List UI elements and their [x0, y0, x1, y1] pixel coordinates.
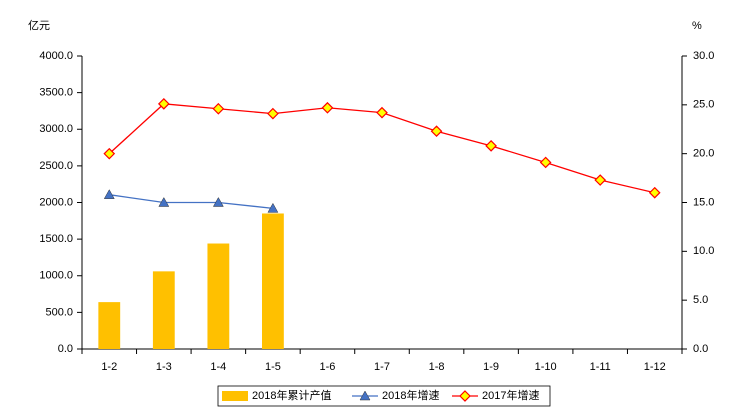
legend-swatch: [222, 391, 248, 401]
y-tick-label: 2000.0: [39, 196, 73, 208]
legend-label: 2017年增速: [482, 388, 539, 402]
y2-tick-label: 10.0: [693, 245, 714, 257]
marker: [267, 107, 279, 120]
marker: [539, 156, 552, 169]
x-tick-label: 1-10: [535, 361, 557, 373]
legend-marker: [359, 390, 371, 401]
marker: [648, 186, 661, 199]
y2-tick-label: 0.0: [693, 343, 708, 355]
marker: [103, 189, 115, 199]
y-tick-label: 1500.0: [39, 233, 73, 245]
marker: [376, 106, 388, 119]
line: [109, 194, 273, 210]
x-tick-label: 1-4: [210, 361, 226, 373]
legend-marker: [459, 390, 471, 402]
marker: [212, 102, 225, 115]
x-tick-label: 1-12: [644, 361, 666, 373]
marker: [594, 174, 607, 186]
bar: [207, 243, 230, 349]
legend-label: 2018年增速: [382, 388, 439, 402]
y-tick-label: 500.0: [45, 306, 73, 318]
y-axis-unit: 亿元: [28, 19, 50, 32]
y2-tick-label: 15.0: [693, 196, 714, 208]
x-tick-label: 1-9: [483, 361, 499, 373]
marker: [267, 202, 279, 213]
y2-tick-label: 30.0: [693, 50, 714, 62]
x-tick-label: 1-3: [156, 361, 172, 373]
y-tick-label: 3500.0: [39, 87, 73, 99]
marker: [157, 98, 170, 110]
bar: [152, 271, 175, 349]
y-tick-label: 1000.0: [39, 270, 73, 282]
x-tick-label: 1-6: [320, 361, 336, 373]
marker: [485, 140, 497, 152]
bar: [262, 213, 284, 349]
marker: [103, 147, 116, 160]
y-tick-label: 4000.0: [39, 50, 73, 62]
marker: [212, 196, 224, 207]
y2-tick-label: 5.0: [693, 294, 708, 306]
x-tick-label: 1-5: [265, 361, 281, 373]
legend-label: 2018年累计产值: [252, 388, 331, 402]
legend-box: [217, 385, 551, 407]
marker: [430, 125, 443, 138]
bar: [98, 302, 121, 349]
x-tick-label: 1-8: [429, 361, 445, 373]
y-tick-label: 3000.0: [39, 123, 73, 135]
x-tick-label: 1-11: [590, 361, 611, 373]
marker: [158, 196, 170, 207]
y-tick-label: 2500.0: [39, 160, 73, 172]
marker: [321, 101, 334, 114]
x-tick-label: 1-2: [101, 361, 117, 373]
y2-tick-label: 25.0: [693, 99, 714, 111]
x-tick-label: 1-7: [374, 361, 390, 373]
y2-axis-unit: %: [692, 20, 702, 32]
y-tick-label: 0.0: [58, 343, 73, 355]
y2-tick-label: 20.0: [693, 148, 714, 160]
